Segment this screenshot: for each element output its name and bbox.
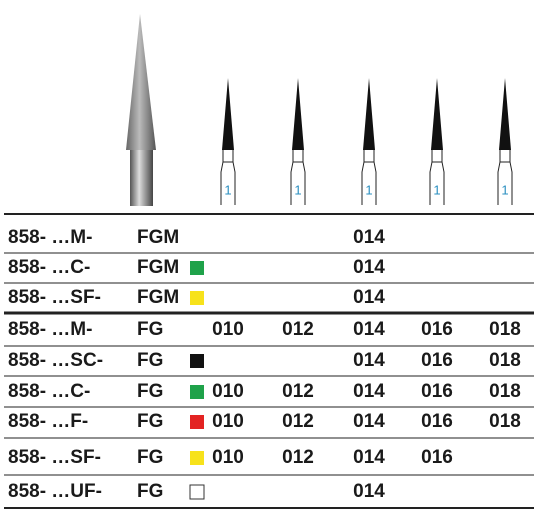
code: 858- …SF-	[8, 287, 101, 308]
size: 018	[489, 319, 521, 340]
bur-shank	[429, 150, 445, 205]
size: 014	[353, 481, 385, 502]
color-swatch	[190, 354, 204, 368]
code: 858- …UF-	[8, 481, 102, 502]
size: 018	[489, 411, 521, 432]
size: 014	[353, 287, 385, 308]
bur-shank	[220, 150, 236, 205]
size: 016	[421, 447, 453, 468]
bur-photo	[126, 14, 156, 206]
size: 014	[353, 319, 385, 340]
size: 016	[421, 350, 453, 371]
size: 018	[489, 381, 521, 402]
type: FGM	[137, 227, 179, 248]
size: 010	[212, 381, 244, 402]
bur-shank	[290, 150, 306, 205]
size: 014	[353, 257, 385, 278]
size: 016	[421, 411, 453, 432]
bur-tip	[499, 78, 511, 150]
type: FG	[137, 447, 163, 468]
bur-tip	[431, 78, 443, 150]
color-swatch	[189, 484, 205, 500]
size: 010	[212, 319, 244, 340]
table: 858- …M- FGM 014 858- …C- FGM 014 858- …SF- FGM…	[4, 213, 534, 509]
size: 018	[489, 350, 521, 371]
shank-label: 1	[224, 182, 231, 197]
size: 012	[282, 319, 314, 340]
size: 016	[421, 319, 453, 340]
shank-label: 1	[501, 182, 508, 197]
bur-tip	[292, 78, 304, 150]
bur-outlines: 1 1 1 1 1	[220, 78, 513, 205]
type: FG	[137, 381, 163, 402]
color-swatch	[190, 385, 204, 399]
color-swatch	[190, 291, 204, 305]
size: 016	[421, 381, 453, 402]
size: 014	[353, 350, 385, 371]
code: 858- …SC-	[8, 350, 103, 371]
code: 858- …SF-	[8, 447, 101, 468]
type: FG	[137, 411, 163, 432]
type: FG	[137, 319, 163, 340]
code: 858- …M-	[8, 227, 92, 248]
type: FG	[137, 481, 163, 502]
size: 014	[353, 227, 385, 248]
shank-label: 1	[433, 182, 440, 197]
size: 010	[212, 411, 244, 432]
color-swatch	[190, 415, 204, 429]
bur-shank	[361, 150, 377, 205]
color-swatch	[190, 261, 204, 275]
size: 014	[353, 447, 385, 468]
bur-tip	[363, 78, 375, 150]
bur-tip	[222, 78, 234, 150]
size: 014	[353, 381, 385, 402]
code: 858- …C-	[8, 257, 90, 278]
type: FGM	[137, 257, 179, 278]
size: 012	[282, 381, 314, 402]
size: 014	[353, 411, 385, 432]
type: FG	[137, 350, 163, 371]
code: 858- …F-	[8, 411, 88, 432]
size: 012	[282, 411, 314, 432]
bur-shank	[497, 150, 513, 205]
shank-label: 1	[294, 182, 301, 197]
shank-label: 1	[365, 182, 372, 197]
code: 858- …M-	[8, 319, 92, 340]
type: FGM	[137, 287, 179, 308]
color-swatch	[190, 451, 204, 465]
code: 858- …C-	[8, 381, 90, 402]
size: 012	[282, 447, 314, 468]
size: 010	[212, 447, 244, 468]
